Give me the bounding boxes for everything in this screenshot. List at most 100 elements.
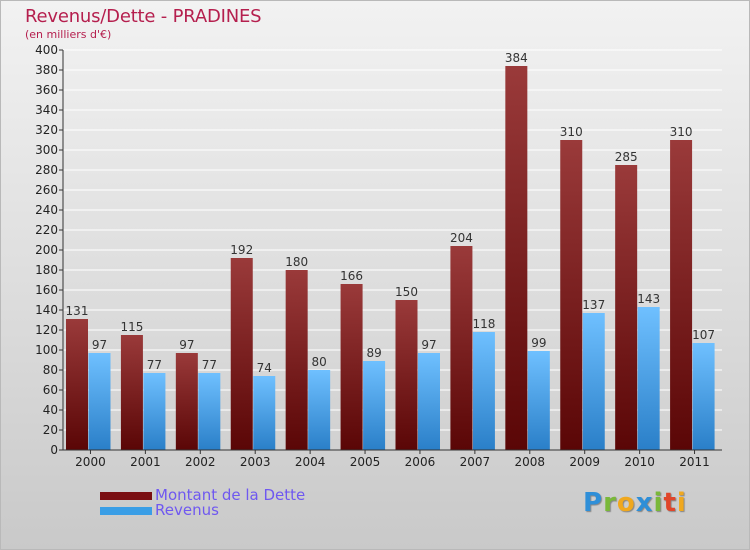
legend-swatch-revenue [100, 507, 152, 515]
data-label-revenue: 77 [202, 358, 217, 372]
bar-debt [340, 284, 363, 450]
x-tick-label: 2004 [295, 455, 326, 469]
data-label-revenue: 80 [312, 355, 327, 369]
legend-swatch-debt [100, 492, 152, 500]
y-tick-label: 380 [35, 63, 58, 77]
x-tick-label: 2007 [460, 455, 491, 469]
bar-revenue [88, 353, 111, 450]
bar-debt [450, 246, 473, 450]
legend-label-debt: Montant de la Dette [155, 486, 306, 504]
x-tick-label: 2005 [350, 455, 381, 469]
x-tick-label: 2010 [624, 455, 655, 469]
data-label-revenue: 74 [257, 361, 272, 375]
x-tick-label: 2003 [240, 455, 271, 469]
data-label-revenue: 118 [472, 317, 495, 331]
bar-debt [670, 140, 693, 450]
x-tick-label: 2011 [679, 455, 710, 469]
data-label-debt: 115 [120, 320, 143, 334]
x-tick-label: 2000 [75, 455, 106, 469]
data-label-debt: 166 [340, 269, 363, 283]
bar-debt [560, 140, 583, 450]
data-label-debt: 310 [560, 125, 583, 139]
y-tick-label: 0 [50, 443, 58, 457]
bar-revenue [253, 376, 276, 450]
bar-revenue [308, 370, 331, 450]
data-label-debt: 204 [450, 231, 473, 245]
logo-letter: i [653, 488, 664, 518]
proxiti-logo: Proxiti [583, 488, 687, 518]
data-label-debt: 180 [285, 255, 308, 269]
logo-letter: t [663, 488, 677, 518]
data-label-debt: 192 [230, 243, 253, 257]
data-label-debt: 285 [615, 150, 638, 164]
logo-letter: x [635, 488, 654, 518]
y-tick-label: 180 [35, 263, 58, 277]
y-tick-label: 20 [43, 423, 58, 437]
logo-letter: o [616, 488, 636, 518]
bar-revenue [198, 373, 221, 450]
x-tick-label: 2008 [515, 455, 546, 469]
x-tick-label: 2009 [569, 455, 600, 469]
logo-letter: P [583, 488, 604, 518]
data-label-revenue: 77 [147, 358, 162, 372]
data-label-revenue: 143 [637, 292, 660, 306]
x-tick-label: 2002 [185, 455, 216, 469]
bar-debt [505, 66, 528, 450]
logo-letter: i [676, 488, 687, 518]
data-label-debt: 97 [179, 338, 194, 352]
data-labels: 131 97 115 77 97 77 192 74 180 80 166 89 150 97 204 118… [66, 51, 715, 375]
axes: 0 20 40 60 80 100 120 140 160 180 200 220 240 260 280 3… [35, 43, 722, 469]
y-tick-label: 200 [35, 243, 58, 257]
legend-label-revenue: Revenus [155, 501, 219, 519]
bar-revenue [363, 361, 386, 450]
bar-debt [395, 300, 418, 450]
data-label-debt: 131 [66, 304, 89, 318]
y-tick-label: 300 [35, 143, 58, 157]
data-label-debt: 384 [505, 51, 528, 65]
y-tick-label: 100 [35, 343, 58, 357]
chart-title: Revenus/Dette - PRADINES [25, 6, 262, 27]
y-tick-label: 400 [35, 43, 58, 57]
y-tick-label: 40 [43, 403, 58, 417]
bar-debt [120, 335, 143, 450]
bar-revenue [472, 332, 495, 450]
bar-revenue [692, 343, 715, 450]
bar-revenue [582, 313, 605, 450]
data-label-debt: 150 [395, 285, 418, 299]
data-label-debt: 310 [670, 125, 693, 139]
y-tick-label: 240 [35, 203, 58, 217]
y-tick-label: 140 [35, 303, 58, 317]
y-tick-label: 220 [35, 223, 58, 237]
y-tick-label: 340 [35, 103, 58, 117]
bar-debt [175, 353, 198, 450]
bar-revenue [143, 373, 166, 450]
data-label-revenue: 97 [92, 338, 107, 352]
chart-subtitle: (en milliers d'€) [25, 28, 112, 41]
bar-debt [285, 270, 308, 450]
bar-debt [66, 319, 88, 450]
bar-debt [230, 258, 253, 450]
bar-revenue [418, 353, 440, 450]
y-tick-label: 260 [35, 183, 58, 197]
bars [66, 66, 715, 450]
logo-letter: r [603, 488, 617, 518]
y-tick-label: 280 [35, 163, 58, 177]
data-label-revenue: 99 [531, 336, 546, 350]
bar-revenue [637, 307, 660, 450]
bar-revenue [527, 351, 550, 450]
y-tick-label: 80 [43, 363, 58, 377]
x-tick-label: 2006 [405, 455, 436, 469]
data-label-revenue: 89 [366, 346, 381, 360]
y-tick-label: 160 [35, 283, 58, 297]
grid-lines [63, 49, 722, 431]
y-tick-label: 360 [35, 83, 58, 97]
data-label-revenue: 97 [421, 338, 436, 352]
x-tick-label: 2001 [130, 455, 161, 469]
y-tick-label: 60 [43, 383, 58, 397]
data-label-revenue: 137 [582, 298, 605, 312]
y-tick-label: 120 [35, 323, 58, 337]
y-tick-label: 320 [35, 123, 58, 137]
bar-debt [615, 165, 638, 450]
data-label-revenue: 107 [692, 328, 715, 342]
